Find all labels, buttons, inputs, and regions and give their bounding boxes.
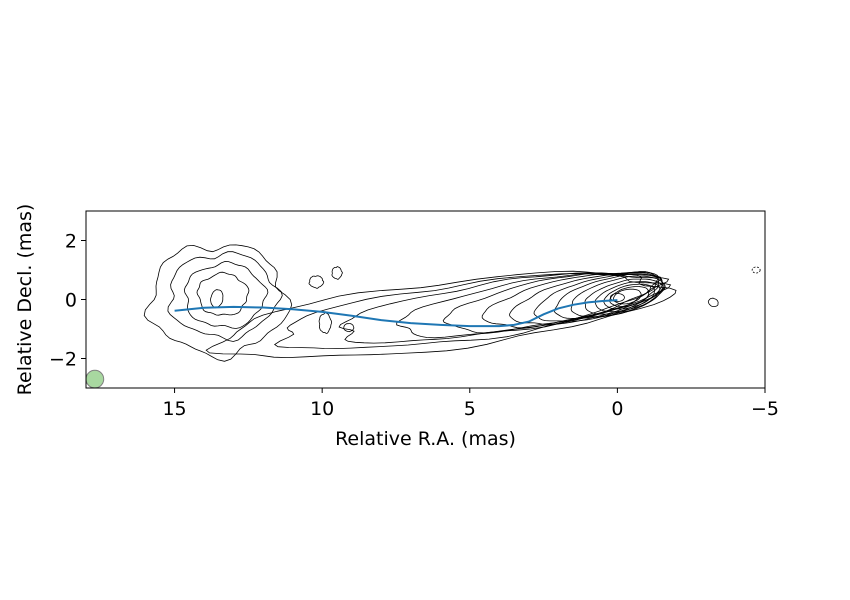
y-tick-label: 0	[65, 290, 77, 312]
contour-line-island-0	[308, 275, 325, 289]
contour-line-core-12	[603, 283, 655, 310]
contour-line-core-10	[584, 278, 664, 315]
y-axis-label: Relative Decl. (mas)	[14, 204, 36, 396]
y-tick-label: −2	[49, 349, 77, 371]
y-tick-label: 2	[65, 231, 77, 253]
contour-line-core-7	[533, 272, 664, 322]
contour-line-lobe-3	[196, 271, 250, 316]
contour-line-core-15	[610, 293, 625, 302]
x-tick-label: 5	[464, 398, 476, 420]
beam-ellipse	[85, 369, 105, 389]
x-tick-label: 0	[611, 398, 623, 420]
contour-line-island-2	[318, 312, 333, 334]
contour-line-core-0	[205, 270, 677, 359]
contour-line-island-3	[343, 323, 355, 333]
contour-line-core-11	[594, 281, 661, 313]
contour-line-lobe-2	[183, 261, 269, 329]
contour-map	[143, 244, 761, 362]
contour-line-core-5	[481, 271, 660, 329]
plot-frame	[85, 210, 766, 389]
x-tick-label: −5	[751, 398, 779, 420]
x-tick-label: 15	[162, 398, 186, 420]
x-axis-label: Relative R.A. (mas)	[335, 428, 516, 450]
contour-line-island-4	[707, 297, 719, 307]
x-tick-label: 10	[310, 398, 334, 420]
jet-ridge-line	[174, 299, 618, 328]
contour-line-lobe-0	[143, 244, 293, 362]
contour-line-island-1	[331, 266, 343, 280]
y-axis-ticks: 2 0 −2	[49, 231, 86, 371]
contour-line-core-14	[613, 288, 642, 305]
contour-line-core-6	[509, 271, 663, 325]
contour-line-lobe-1	[167, 251, 283, 342]
contour-line-core-4	[442, 271, 660, 334]
contour-line-lobe-4	[210, 289, 224, 309]
x-axis-ticks: 15 10 5 0 −5	[162, 388, 779, 420]
contour-line-island-5	[751, 266, 761, 274]
